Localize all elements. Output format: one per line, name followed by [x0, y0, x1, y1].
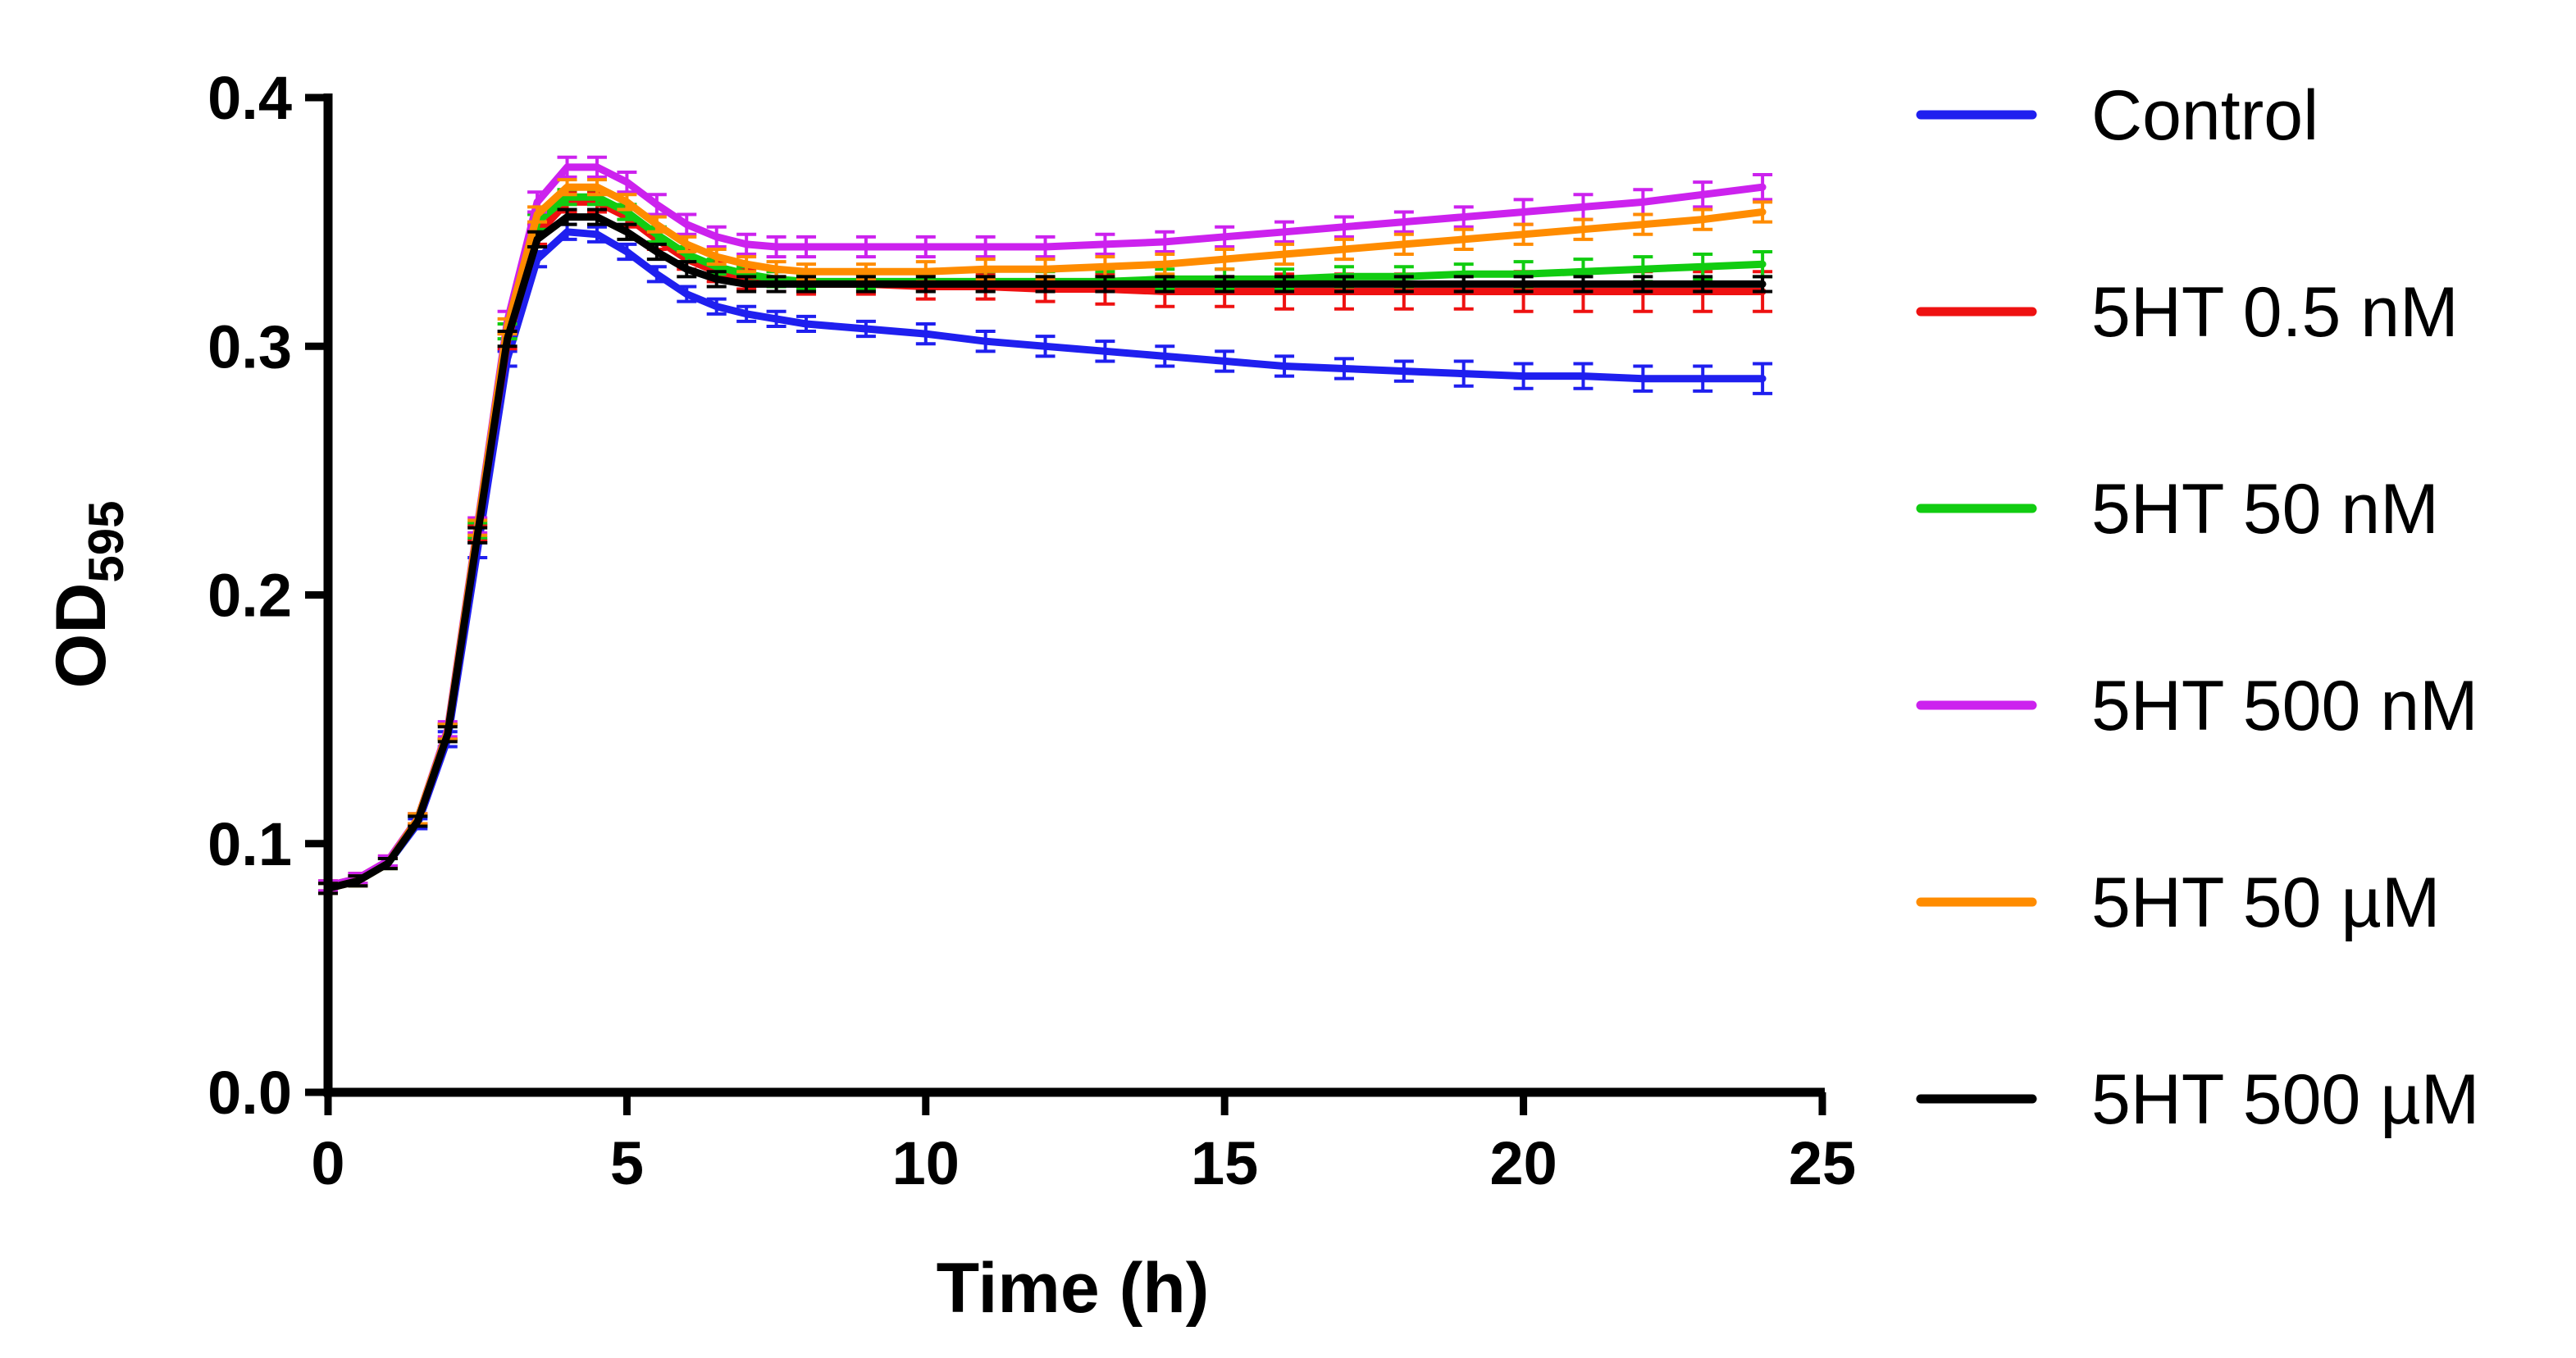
- y-axis-title-main: OD: [42, 583, 121, 689]
- series-line-5ht-500-um: [324, 213, 1767, 892]
- legend-label-5ht-50-um: 5HT 50 µM: [2091, 864, 2441, 942]
- series-5ht-0-5-nm: [318, 190, 1773, 893]
- x-tick-label: 10: [892, 1129, 960, 1197]
- x-tick-label: 5: [610, 1129, 644, 1197]
- ticks: 0 5 10 15 20 25 0.0 0.1 0.2 0.3 0.4: [207, 64, 1856, 1197]
- legend-label-5ht-500-um: 5HT 500 µM: [2091, 1060, 2479, 1139]
- legend-label-5ht-50-nm: 5HT 50 nM: [2091, 470, 2439, 549]
- series-5ht-500-um: [318, 207, 1773, 895]
- y-tick-label: 0.1: [207, 810, 292, 878]
- legend-label-control: Control: [2091, 76, 2318, 155]
- x-tick-label: 0: [311, 1129, 344, 1197]
- y-axis-title: OD595: [42, 500, 134, 688]
- x-tick-label: 20: [1489, 1129, 1557, 1197]
- legend-label-5ht-500-nm: 5HT 500 nM: [2091, 667, 2478, 745]
- series-line-control: [324, 228, 1767, 892]
- series-layer: [318, 155, 1773, 895]
- x-tick-label: 15: [1191, 1129, 1258, 1197]
- legend-label-5ht-0-5-nm: 5HT 0.5 nM: [2091, 273, 2459, 352]
- y-tick-label: 0.4: [207, 64, 292, 132]
- y-tick-label: 0.2: [207, 562, 292, 630]
- y-tick-label: 0.3: [207, 312, 292, 381]
- series-control: [318, 222, 1773, 895]
- series-line-5ht-0-5-nm: [324, 198, 1767, 890]
- legend: Control 5HT 0.5 nM 5HT 50 nM 5HT 500 nM 5HT …: [1916, 76, 2479, 1139]
- y-axis-title-subscript: 595: [79, 500, 134, 582]
- x-tick-label: 25: [1789, 1129, 1856, 1197]
- y-tick-label: 0.0: [207, 1059, 292, 1127]
- x-axis-title: Time (h): [937, 1249, 1210, 1328]
